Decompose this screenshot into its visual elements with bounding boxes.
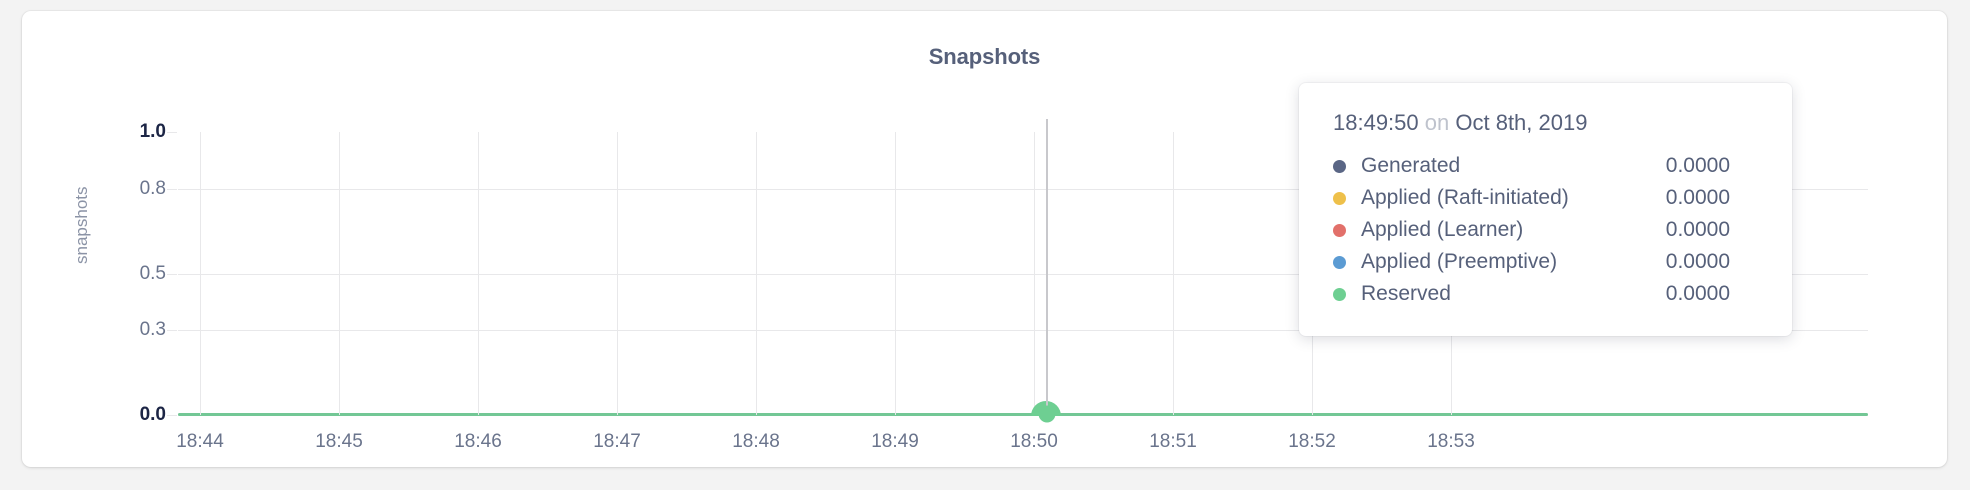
y-tick-mark	[167, 132, 177, 133]
plot-area[interactable]: 1.0 0.8 0.5 0.3 0.0 18:44 18:45 18:46 18:47 18:48…	[140, 119, 1868, 452]
tooltip-series-value: 0.0000	[1665, 154, 1730, 177]
legend-swatch-icon	[1333, 191, 1346, 205]
y-tick-label: 0.8	[139, 177, 166, 199]
tooltip-row: Applied (Preemptive) 0.0000	[1333, 246, 1758, 278]
tooltip-series-label: Reserved	[1361, 282, 1451, 305]
tooltip-series-value: 0.0000	[1665, 250, 1730, 273]
gridline-horizontal	[178, 330, 1868, 332]
y-tick-label: 1.0	[139, 121, 166, 142]
series-line-reserved	[178, 413, 1868, 416]
legend-swatch-icon	[1333, 223, 1346, 237]
tooltip-row: Applied (Learner) 0.0000	[1333, 214, 1758, 246]
hover-crosshair	[1046, 119, 1048, 415]
legend-swatch-icon	[1333, 255, 1346, 269]
y-tick-label: 0.3	[139, 319, 166, 341]
hover-point-reserved	[1038, 405, 1056, 423]
tooltip-series-value: 0.0000	[1665, 218, 1730, 241]
x-tick-label: 18:53	[1427, 431, 1475, 452]
tooltip-date: Oct 8th, 2019	[1455, 110, 1588, 135]
x-tick-label: 18:52	[1288, 431, 1336, 452]
y-tick-label: 0.0	[139, 404, 166, 425]
tooltip-on-word: on	[1424, 110, 1450, 135]
x-tick-label: 18:46	[454, 431, 502, 452]
snapshots-chart-card: Snapshots snapshots 1.0 0.8 0.5 0.3 0.0 18:44…	[22, 11, 1947, 467]
gridline-vertical	[339, 132, 340, 415]
gridline-vertical	[478, 132, 479, 415]
gridline-vertical	[1034, 132, 1035, 415]
y-tick-label: 0.5	[139, 262, 166, 284]
x-tick-label: 18:48	[732, 431, 780, 452]
tooltip-time: 18:49:50	[1333, 110, 1419, 135]
tooltip-series-label: Applied (Preemptive)	[1361, 250, 1558, 273]
gridline-vertical	[617, 132, 618, 415]
x-tick-label: 18:51	[1149, 431, 1197, 452]
tooltip-row: Reserved 0.0000	[1333, 278, 1758, 310]
tooltip-series-label: Applied (Learner)	[1361, 218, 1524, 241]
y-tick-mark	[167, 330, 177, 332]
legend-swatch-icon	[1333, 159, 1346, 173]
tooltip-row: Generated 0.0000	[1333, 150, 1758, 182]
y-tick-mark	[167, 273, 177, 275]
tooltip-series-value: 0.0000	[1665, 186, 1730, 209]
gridline-vertical	[200, 132, 201, 415]
x-tick-label: 18:49	[871, 431, 919, 452]
gridline-vertical	[1173, 132, 1174, 415]
x-tick-label: 18:50	[1010, 431, 1058, 452]
page-title: Snapshots	[928, 44, 1041, 69]
tooltip-series-list: Generated 0.0000 Applied (Raft-initiated) 0…	[1333, 150, 1758, 310]
x-tick-label: 18:44	[176, 431, 224, 452]
x-tick-label: 18:47	[593, 431, 641, 452]
x-tick-label: 18:45	[315, 431, 363, 452]
gridline-horizontal	[178, 188, 1868, 190]
y-tick-mark	[167, 188, 177, 190]
tooltip-series-label: Generated	[1361, 154, 1461, 177]
tooltip-row: Applied (Raft-initiated) 0.0000	[1333, 182, 1758, 214]
gridline-vertical	[756, 132, 757, 415]
tooltip-series-label: Applied (Raft-initiated)	[1361, 186, 1569, 209]
y-axis-title: snapshots	[72, 186, 91, 265]
gridline-vertical	[895, 132, 896, 415]
tooltip-timestamp: 18:49:50 on Oct 8th, 2019	[1333, 110, 1758, 136]
tooltip-series-value: 0.0000	[1665, 282, 1730, 305]
legend-swatch-icon	[1333, 287, 1346, 301]
gridline-horizontal	[178, 273, 1868, 275]
hover-tooltip: 18:49:50 on Oct 8th, 2019 Generated 0.000…	[1299, 83, 1792, 336]
y-tick-mark	[167, 415, 177, 416]
